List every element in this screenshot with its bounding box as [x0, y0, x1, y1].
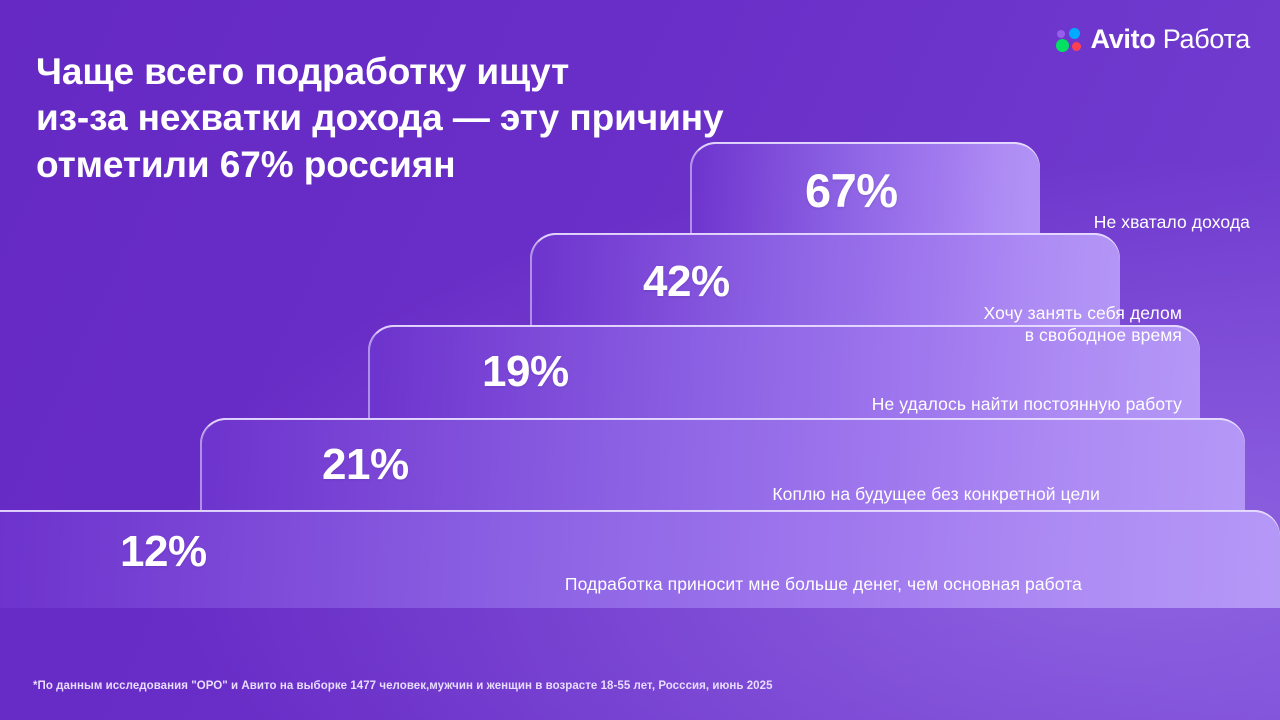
logo-dot-purple — [1056, 29, 1065, 38]
step-value-21: 21% — [322, 440, 409, 489]
step-value-42: 42% — [643, 257, 730, 306]
logo-dot-red — [1071, 41, 1081, 51]
step-value-19: 19% — [482, 347, 569, 396]
logo-dot-green — [1055, 38, 1069, 52]
logo-word-rabota: Работа — [1162, 24, 1251, 54]
avito-rabota-logo[interactable]: Avito Работа — [1055, 24, 1251, 55]
logo-word-avito: Avito — [1090, 24, 1156, 54]
step-label-19: Не удалось найти постоянную работу — [871, 394, 1182, 414]
logo-wordmark: Avito Работа — [1091, 24, 1251, 55]
step-value-12: 12% — [120, 527, 207, 576]
logo-dot-blue — [1068, 27, 1080, 39]
step-label-21: Коплю на будущее без конкретной цели — [772, 484, 1100, 504]
step-label-67: Не хватало дохода — [1093, 212, 1250, 232]
step-bar-fill — [530, 233, 1120, 608]
source-footnote: *По данным исследования "ОРО" и Авито на… — [33, 680, 773, 693]
step-bar-42 — [530, 233, 1120, 608]
step-label-42: Хочу занять себя делом в свободное время — [983, 303, 1182, 345]
step-label-12: Подработка приносит мне больше денег, че… — [564, 574, 1082, 594]
step-bar-edge — [530, 233, 1120, 608]
page-title: Чаще всего подработку ищут из-за нехватк… — [36, 50, 724, 185]
avito-dots-icon — [1055, 27, 1082, 52]
